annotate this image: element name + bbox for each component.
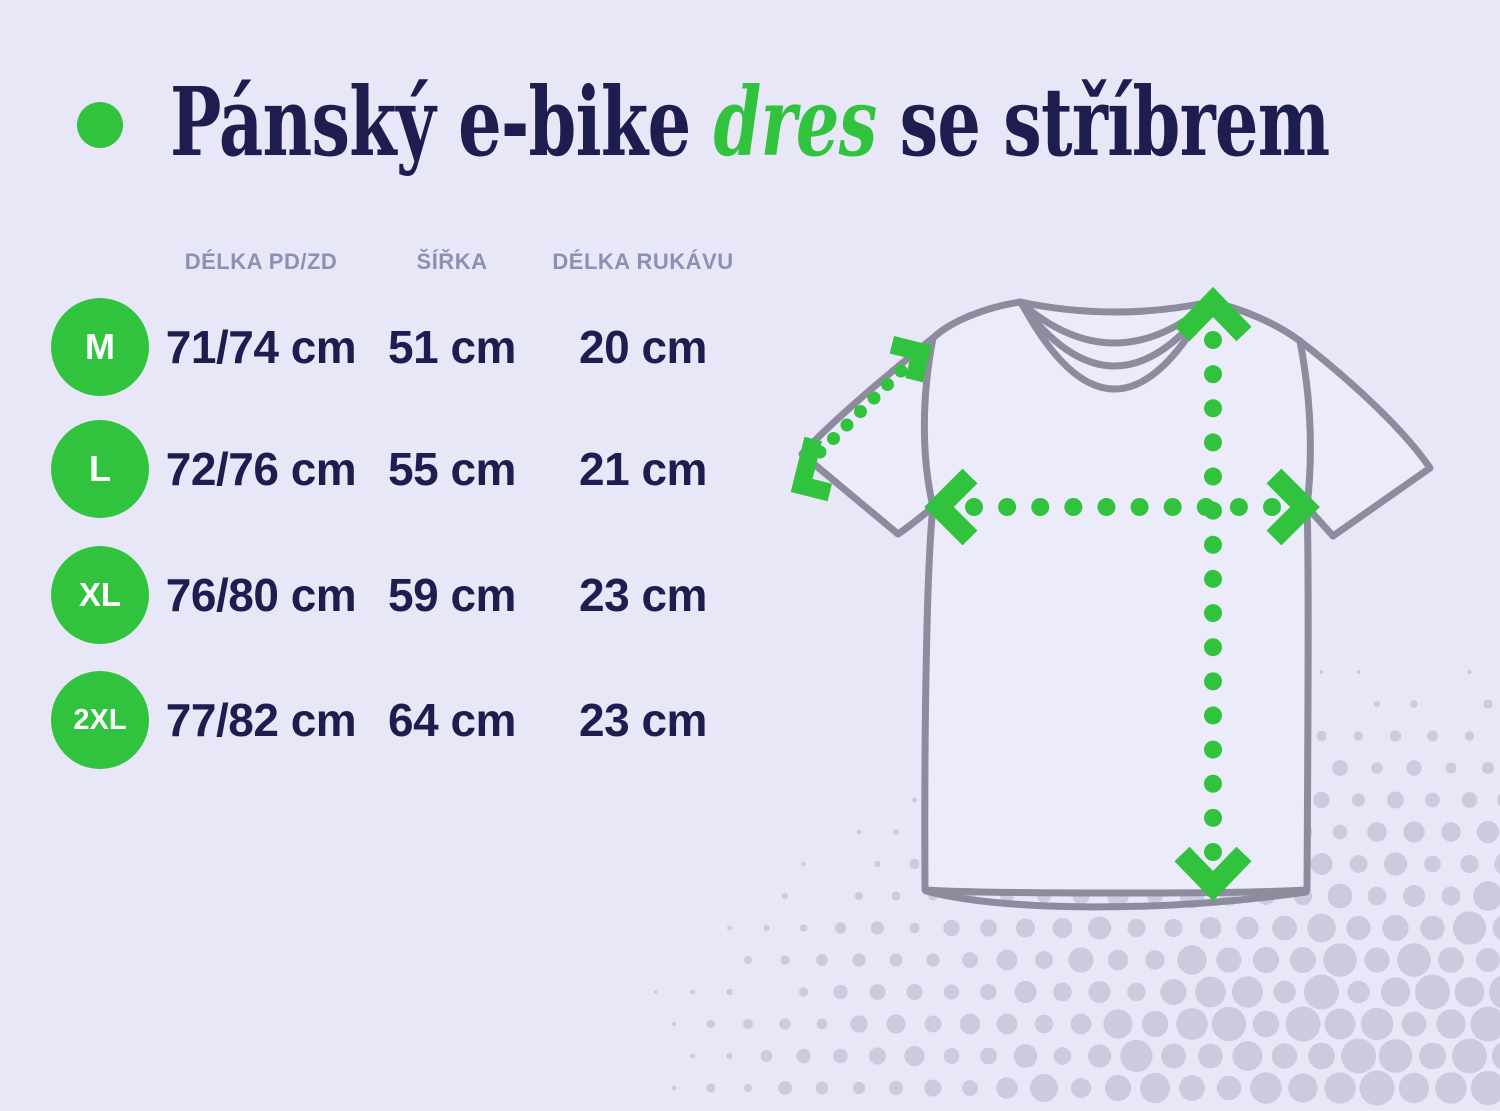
width-value: 51 cm xyxy=(388,321,516,373)
sleeve-value: 21 cm xyxy=(579,443,707,495)
size-badge: XL xyxy=(51,546,149,644)
sleeve-value: 23 cm xyxy=(579,569,707,621)
table-row: XL 76/80 cm 59 cm 23 cm xyxy=(0,546,760,644)
title-suffix: se stříbrem xyxy=(876,67,1331,178)
arrow-up-icon xyxy=(1174,286,1252,342)
tshirt-diagram xyxy=(790,286,1434,911)
length-value: 76/80 cm xyxy=(165,569,357,621)
sleeve-measure-dots xyxy=(813,364,908,459)
size-badge: 2XL xyxy=(51,671,149,769)
corner-bracket-icon xyxy=(790,436,832,502)
width-value: 64 cm xyxy=(388,694,516,746)
column-header-length: DÉLKA PD/ZD xyxy=(184,249,338,274)
title-prefix: Pánský e-bike xyxy=(170,67,714,178)
column-header-sleeve: DÉLKA RUKÁVU xyxy=(552,249,734,274)
sleeve-value: 23 cm xyxy=(579,694,707,746)
width-value: 55 cm xyxy=(388,443,516,495)
length-value: 71/74 cm xyxy=(165,321,357,373)
arrow-down-icon xyxy=(1174,846,1252,902)
corner-bracket-icon xyxy=(889,336,932,383)
sleeve-value: 20 cm xyxy=(579,321,707,373)
length-value: 72/76 cm xyxy=(165,443,357,495)
size-table-header: DÉLKA PD/ZD ŠÍŘKA DÉLKA RUKÁVU xyxy=(0,246,760,278)
table-row: L 72/76 cm 55 cm 21 cm xyxy=(0,420,760,518)
size-badge: L xyxy=(51,420,149,518)
table-row: M 71/74 cm 51 cm 20 cm xyxy=(0,298,760,396)
page-title: Pánský e-bike dres se stříbrem xyxy=(170,58,1331,188)
width-measure-dots xyxy=(965,498,1281,516)
arrow-left-icon xyxy=(924,468,978,546)
collar-seam xyxy=(1018,300,1212,393)
width-value: 59 cm xyxy=(388,569,516,621)
column-header-width: ŠÍŘKA xyxy=(416,249,488,274)
length-value: 77/82 cm xyxy=(165,694,357,746)
hem-seam xyxy=(922,887,1310,911)
green-dot-icon xyxy=(77,102,123,148)
table-row: 2XL 77/82 cm 64 cm 23 cm xyxy=(0,671,760,769)
size-badge: M xyxy=(51,298,149,396)
title-highlight: dres xyxy=(713,67,877,178)
armhole-seam-left xyxy=(920,334,937,511)
armhole-seam-right xyxy=(1296,337,1314,511)
arrow-right-icon xyxy=(1266,468,1320,546)
